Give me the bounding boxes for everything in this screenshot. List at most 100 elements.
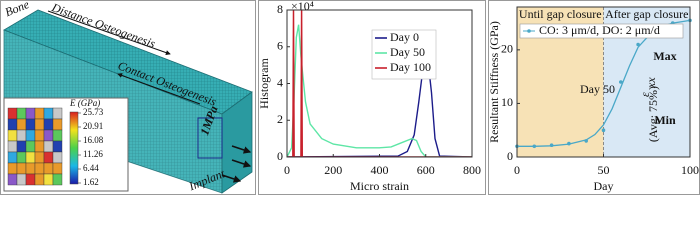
x-tick-label: 0 <box>284 163 290 177</box>
mesh-cell <box>16 162 27 175</box>
colorbar-symbol: ε <box>638 92 652 97</box>
point <box>601 128 606 133</box>
arrow <box>47 10 171 55</box>
mesh-cell <box>16 151 27 164</box>
mesh-cell <box>43 151 54 164</box>
mesh-cell <box>7 129 18 142</box>
y-tick-label: 2 <box>277 112 283 126</box>
y-tick-label: 0 <box>507 149 513 163</box>
colorbar-min: Min <box>654 113 676 127</box>
mesh-cell <box>34 162 45 175</box>
mesh-cell <box>16 107 27 120</box>
mesh-cell <box>7 107 18 120</box>
x-tick-label: 400 <box>371 163 389 177</box>
colorbar-label: 20.91 <box>83 121 103 131</box>
colorbar-label: 11.26 <box>83 149 103 159</box>
colorbar <box>69 111 79 185</box>
series-line <box>287 10 472 157</box>
colorbar-subscript: xx <box>644 77 658 89</box>
colorbar-label: 6.44 <box>83 163 99 173</box>
point <box>636 42 640 47</box>
point <box>549 143 554 148</box>
x-tick-label: 600 <box>417 163 435 177</box>
mesh-cell <box>52 107 63 120</box>
colorbar-max: Max <box>653 49 676 63</box>
mesh-cell <box>43 162 54 175</box>
mesh-cell <box>52 129 63 142</box>
x-tick-label: 0 <box>514 163 520 177</box>
mesh-cell <box>7 140 18 153</box>
arrow <box>117 73 201 105</box>
mesh-cell <box>7 118 18 131</box>
legend-label: Day 100 <box>390 60 431 74</box>
y-tick-label: 0 <box>277 149 283 163</box>
colorbar-title: E (GPa) <box>69 98 100 108</box>
figure: Bone Distance Osteogenesis Contact Osteo… <box>0 0 700 195</box>
mesh-cell <box>52 162 63 175</box>
point <box>584 139 588 143</box>
region-label: After gap closure <box>605 7 688 21</box>
mesh-cell <box>43 129 54 142</box>
mesh-cell <box>34 140 45 153</box>
mesh-cell <box>52 140 63 153</box>
colorbar-label: 1.62 <box>83 177 99 187</box>
x-tick-label: 100 <box>681 163 699 177</box>
mesh-cell <box>25 118 36 131</box>
mesh-cell <box>52 151 63 164</box>
point <box>619 80 623 84</box>
mesh-cell <box>16 173 27 186</box>
mesh-cell <box>43 173 54 186</box>
x-tick-label: 800 <box>463 163 481 177</box>
legend-label: CO: 3 μm/d, DO: 2 μm/d <box>539 23 660 37</box>
mesh-cell <box>7 151 18 164</box>
point <box>532 144 537 149</box>
legend-marker <box>527 29 531 33</box>
legend-box <box>519 23 684 39</box>
mesh-cell <box>25 107 36 120</box>
mesh-cell <box>34 129 45 142</box>
colorbar-label: 16.08 <box>83 135 104 145</box>
region-label: Until gap closure <box>519 7 602 21</box>
x-tick-label: 200 <box>324 163 342 177</box>
mesh-cell <box>34 107 45 120</box>
y-axis-label: Histogram <box>257 58 271 109</box>
mesh-cell <box>16 140 27 153</box>
x-tick-label: 50 <box>598 163 610 177</box>
mesh-cell <box>7 173 18 186</box>
mesh-cell <box>52 173 63 186</box>
y-axis-label: Resultant Stiffness (GPa) <box>487 21 501 143</box>
plot-frame <box>516 6 691 158</box>
series-line <box>287 24 472 157</box>
y-tick-label: 10 <box>501 95 513 109</box>
mesh-cell <box>43 118 54 131</box>
y-tick-label: 8 <box>277 2 283 16</box>
mesh-cell <box>16 129 27 142</box>
legend-label: Day 0 <box>390 30 419 44</box>
point <box>567 141 571 146</box>
x-axis-label: Day <box>594 179 614 193</box>
plot-frame <box>286 9 473 158</box>
y-tick-label: 20 <box>501 42 513 56</box>
mesh-cell <box>34 173 45 186</box>
mesh-cell <box>25 140 36 153</box>
x-axis-label: Micro strain <box>350 179 409 193</box>
mesh-cell <box>52 118 63 131</box>
mesh-cell <box>16 118 27 131</box>
material-cube <box>7 107 63 186</box>
inset-label: Day 50 <box>580 82 615 96</box>
mesh-cell <box>25 129 36 142</box>
y-tick-label: 6 <box>277 39 283 53</box>
legend-label: Day 50 <box>390 45 425 59</box>
colorbar-note: (Avg: 75%) <box>646 86 660 142</box>
colorbar-label: 25.73 <box>83 107 104 117</box>
mesh-cell <box>43 107 54 120</box>
y-scale-label: ×10⁴ <box>291 0 314 13</box>
mesh-cell <box>34 118 45 131</box>
arrow <box>221 174 242 183</box>
y-tick-label: 4 <box>277 75 283 89</box>
mesh-cell <box>25 162 36 175</box>
mesh-cell <box>7 162 18 175</box>
mesh-cell <box>43 140 54 153</box>
mesh-cell <box>34 151 45 164</box>
arrow <box>231 159 252 168</box>
